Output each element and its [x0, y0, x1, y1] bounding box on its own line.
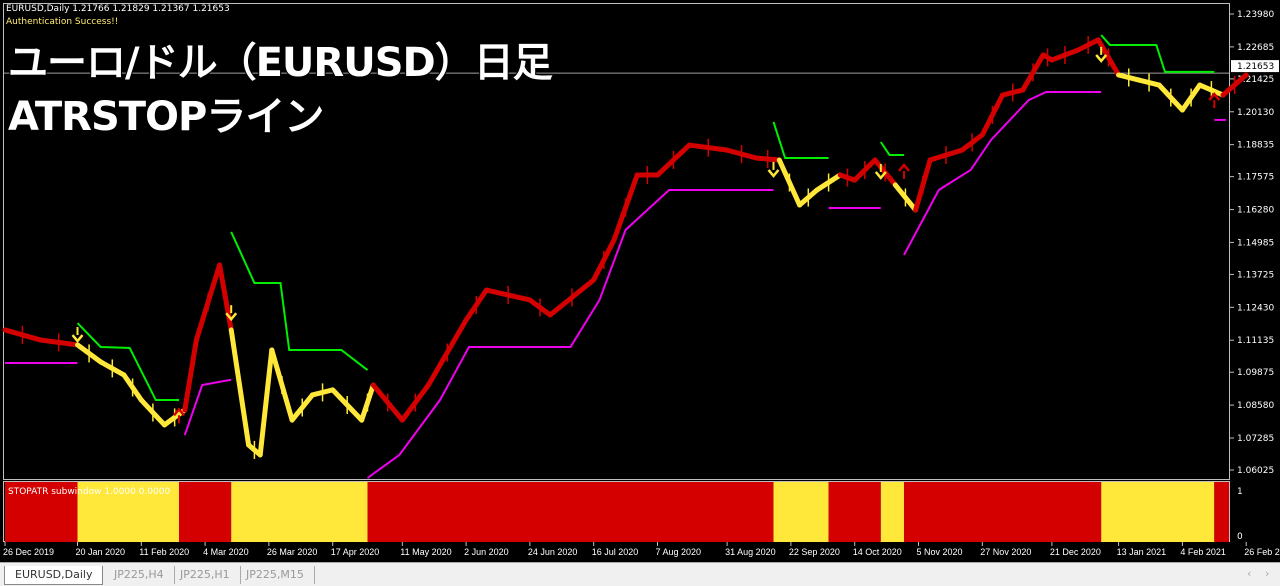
overlay-title: ユーロ/ドル（EURUSD）日足 [7, 39, 554, 87]
current-price-label: 1.21653 [1237, 62, 1274, 72]
tab-jp225-h4[interactable]: JP225,H4 [104, 566, 175, 584]
y-tick-label: 1.07285 [1237, 434, 1274, 444]
x-tick-label: 5 Nov 2020 [917, 547, 963, 557]
sub-scale-0: 0 [1237, 532, 1243, 542]
subwindow-label: STOPATR subwindow 1.0000 0.0000 [8, 487, 171, 497]
y-tick-label: 1.06025 [1237, 466, 1274, 476]
arrow-down-icon [767, 169, 780, 178]
trend-bar [231, 482, 368, 542]
x-tick-label: 7 Aug 2020 [656, 547, 702, 557]
x-tick-label: 4 Mar 2020 [203, 547, 249, 557]
y-tick-label: 1.18835 [1237, 141, 1274, 151]
current-price-box [1231, 60, 1279, 73]
scroll-left-icon[interactable]: ‹ [1247, 567, 1252, 580]
y-tick-label: 1.13725 [1237, 270, 1274, 280]
x-tick-label: 24 Jun 2020 [528, 547, 578, 557]
trend-bar [367, 482, 774, 542]
main-plot-frame [3, 3, 1230, 480]
arrow-down-icon [225, 312, 238, 322]
trend-bar [828, 482, 881, 542]
x-tick-label: 11 Feb 2020 [139, 547, 189, 557]
y-tick-label: 1.09875 [1237, 368, 1274, 378]
stop-line-above [76, 322, 179, 402]
scroll-right-icon[interactable]: › [1265, 567, 1270, 580]
x-tick-label: 21 Dec 2020 [1050, 547, 1101, 557]
trend-bar [179, 482, 232, 542]
y-tick-label: 1.16280 [1237, 206, 1274, 216]
stop-line-above [772, 121, 829, 159]
status-message: Authentication Success!! [6, 17, 119, 27]
x-tick-label: 20 Jan 2020 [76, 547, 126, 557]
trend-bar [904, 482, 1102, 542]
tab-jp225-h1[interactable]: JP225,H1 [170, 566, 241, 584]
arrow-up-icon [1208, 92, 1221, 101]
trend-bar [5, 482, 78, 542]
y-tick-label: 1.20130 [1237, 108, 1274, 118]
x-tick-label: 31 Aug 2020 [725, 547, 776, 557]
tab-jp225-m15[interactable]: JP225,M15 [236, 566, 315, 584]
price-chart[interactable]: 1.23980 1.22685 1.21425 1.20130 1.18835 1.175… [0, 0, 1280, 562]
y-tick-label: 1.23980 [1237, 10, 1274, 20]
arrow-down-icon [1095, 54, 1108, 63]
x-tick-label: 16 Jul 2020 [592, 547, 639, 557]
sub-scale-1: 1 [1237, 487, 1243, 497]
x-tick-label: 26 Mar 2020 [267, 547, 318, 557]
y-tick-label: 1.14985 [1237, 238, 1274, 248]
trend-bar [880, 482, 904, 542]
trend-bar [773, 482, 829, 542]
symbol-info: EURUSD,Daily 1.21766 1.21829 1.21367 1.2… [6, 4, 230, 14]
x-tick-label: 27 Nov 2020 [980, 547, 1031, 557]
overlay-subtitle: ATRSTOPライン [7, 93, 325, 141]
arrow-up-icon [173, 407, 185, 417]
arrow-up-icon [898, 162, 910, 172]
stop-line-above [230, 231, 369, 371]
y-tick-label: 1.17575 [1237, 173, 1274, 183]
x-tick-label: 26 Feb 2021 [1244, 547, 1280, 557]
x-tick-label: 26 Dec 2019 [3, 547, 54, 557]
x-tick-label: 2 Jun 2020 [464, 547, 509, 557]
y-tick-label: 1.11135 [1237, 336, 1274, 346]
y-tick-label: 1.12430 [1237, 303, 1274, 313]
trend-bar [1101, 482, 1215, 542]
trend-bar [77, 482, 179, 542]
y-tick-label: 1.21425 [1237, 75, 1274, 85]
x-tick-label: 22 Sep 2020 [789, 547, 840, 557]
stop-line-below [366, 189, 774, 479]
y-tick-label: 1.22685 [1237, 43, 1274, 53]
stop-line-above [1100, 34, 1215, 73]
trend-bar [1214, 482, 1229, 542]
stop-line-above [879, 141, 904, 156]
stop-line-below [903, 90, 1102, 256]
x-tick-label: 4 Feb 2021 [1180, 547, 1226, 557]
stop-line-below [183, 378, 232, 436]
tab-eurusd-daily[interactable]: EURUSD,Daily [4, 566, 104, 585]
x-tick-label: 14 Oct 2020 [853, 547, 902, 557]
chart-tabs: EURUSD,Daily JP225,H4 JP225,H1 JP225,M15… [0, 562, 1280, 586]
arrow-down-icon [71, 334, 84, 343]
arrow-down-icon [874, 171, 887, 180]
y-tick-label: 1.08580 [1237, 401, 1274, 411]
x-tick-label: 13 Jan 2021 [1117, 547, 1167, 557]
x-tick-label: 11 May 2020 [400, 547, 451, 557]
x-tick-label: 17 Apr 2020 [331, 547, 380, 557]
